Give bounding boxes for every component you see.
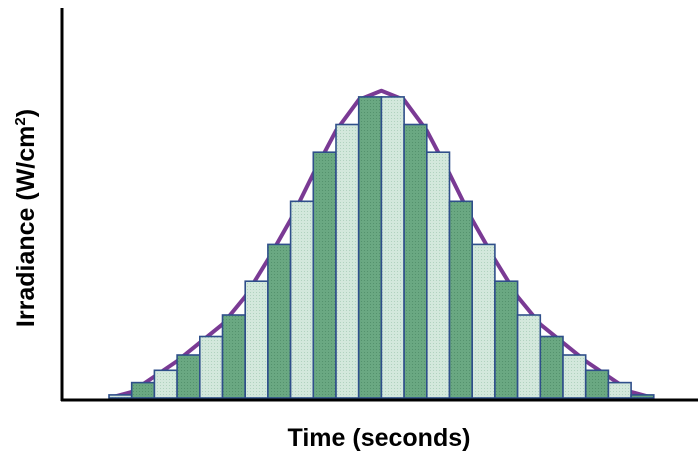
bar-12	[357, 96, 383, 399]
x-axis-label: Time (seconds)	[288, 424, 471, 452]
bar-20	[539, 335, 564, 399]
bar-17	[471, 243, 496, 399]
bar-11	[335, 123, 360, 399]
bar-18	[494, 280, 519, 399]
bars-group	[108, 96, 655, 399]
bar-6	[221, 314, 247, 399]
bar-4	[176, 354, 201, 399]
bar-5	[199, 335, 224, 399]
bar-16	[448, 200, 474, 399]
y-axis-label: Irradiance (W/cm2)	[12, 109, 40, 327]
bar-19	[516, 314, 542, 399]
bar-1	[108, 394, 133, 399]
bar-13	[380, 96, 405, 399]
bar-7	[244, 280, 269, 399]
bar-8	[267, 243, 292, 399]
bar-2	[130, 381, 156, 399]
bar-15	[425, 151, 451, 399]
y-axis-label-main: Irradiance (W/cm	[12, 126, 40, 327]
bar-3	[153, 369, 178, 399]
y-axis-label-close: )	[12, 109, 40, 117]
bar-21	[562, 354, 587, 399]
bar-24	[630, 394, 655, 399]
y-axis-label-superscript: 2	[12, 117, 29, 125]
bar-22	[584, 369, 610, 399]
bar-23	[607, 381, 632, 399]
bar-14	[403, 123, 428, 399]
bar-9	[289, 200, 315, 399]
bar-10	[312, 151, 337, 399]
